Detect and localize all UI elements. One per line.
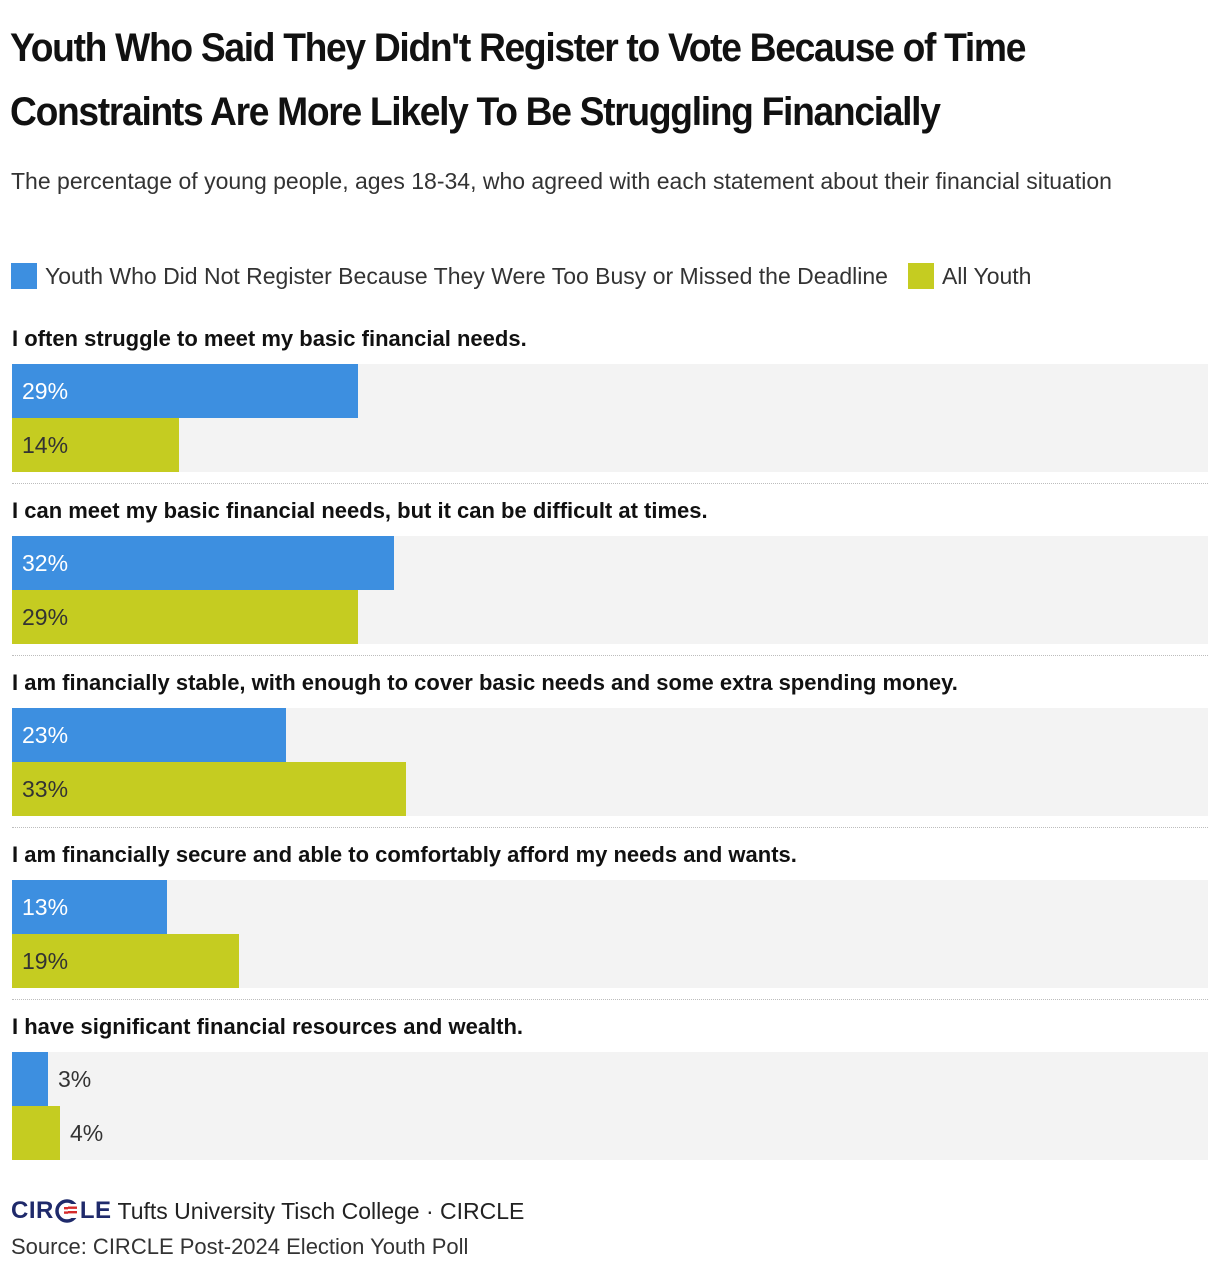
circle-logo: CIR LE [11,1197,112,1225]
data-label: 32% [22,550,69,576]
legend-item-all-youth: All Youth [907,262,1032,290]
legend-label-not-registered: Youth Who Did Not Register Because They … [45,262,888,289]
data-label: 13% [22,894,69,920]
category-label: I have significant financial resources a… [12,1014,524,1039]
category-label: I can meet my basic financial needs, but… [12,498,708,523]
group-divider [12,655,1208,656]
data-label: 29% [22,604,69,630]
chart-subtitle: The percentage of young people, ages 18-… [11,168,1112,194]
bar [12,708,286,762]
bar-track [12,1052,1208,1160]
bar [12,1052,48,1106]
logo-text-le: LE [79,1197,112,1224]
bar [12,934,239,988]
bar [12,590,358,644]
data-label: 33% [22,776,69,802]
legend-swatch-not-registered [11,263,37,289]
group-divider [12,483,1208,484]
category-label: I am financially secure and able to comf… [12,842,797,867]
bar [12,1106,60,1160]
data-label: 29% [22,378,69,404]
legend-label-all-youth: All Youth [941,262,1032,289]
category-label: I often struggle to meet my basic financ… [12,326,527,351]
bar [12,418,179,472]
footer: CIR LE Tufts University Tisch College · … [11,1193,1201,1263]
bar-chart: I often struggle to meet my basic financ… [12,326,1208,1160]
legend-swatch-all-youth [907,263,934,289]
data-label: 3% [58,1066,92,1092]
bar [12,536,394,590]
chart-title: Youth Who Said They Didn't Register to V… [10,26,1026,134]
data-label: 14% [22,432,69,458]
data-label: 4% [70,1120,104,1146]
legend: Youth Who Did Not Register Because They … [11,259,1051,293]
data-label: 23% [22,722,69,748]
group-divider [12,999,1208,1000]
bar [12,762,406,816]
organization: Tufts University Tisch College · CIRCLE [117,1197,525,1224]
category-label: I am financially stable, with enough to … [12,670,958,695]
flag-circle-icon [55,1199,79,1223]
bar [12,364,358,418]
legend-item-not-registered: Youth Who Did Not Register Because They … [11,263,888,290]
data-label: 19% [22,948,69,974]
source: Source: CIRCLE Post-2024 Election Youth … [11,1234,469,1259]
logo-text-cir: CIR [11,1197,54,1224]
bar [12,880,167,934]
group-divider [12,827,1208,828]
